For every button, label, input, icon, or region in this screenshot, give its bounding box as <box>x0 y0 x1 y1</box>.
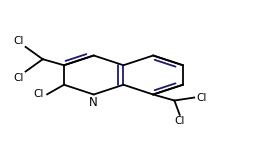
Text: Cl: Cl <box>34 89 44 99</box>
Text: Cl: Cl <box>13 36 23 46</box>
Text: Cl: Cl <box>13 73 23 83</box>
Text: Cl: Cl <box>175 116 185 126</box>
Text: Cl: Cl <box>196 93 207 103</box>
Text: N: N <box>89 96 98 109</box>
